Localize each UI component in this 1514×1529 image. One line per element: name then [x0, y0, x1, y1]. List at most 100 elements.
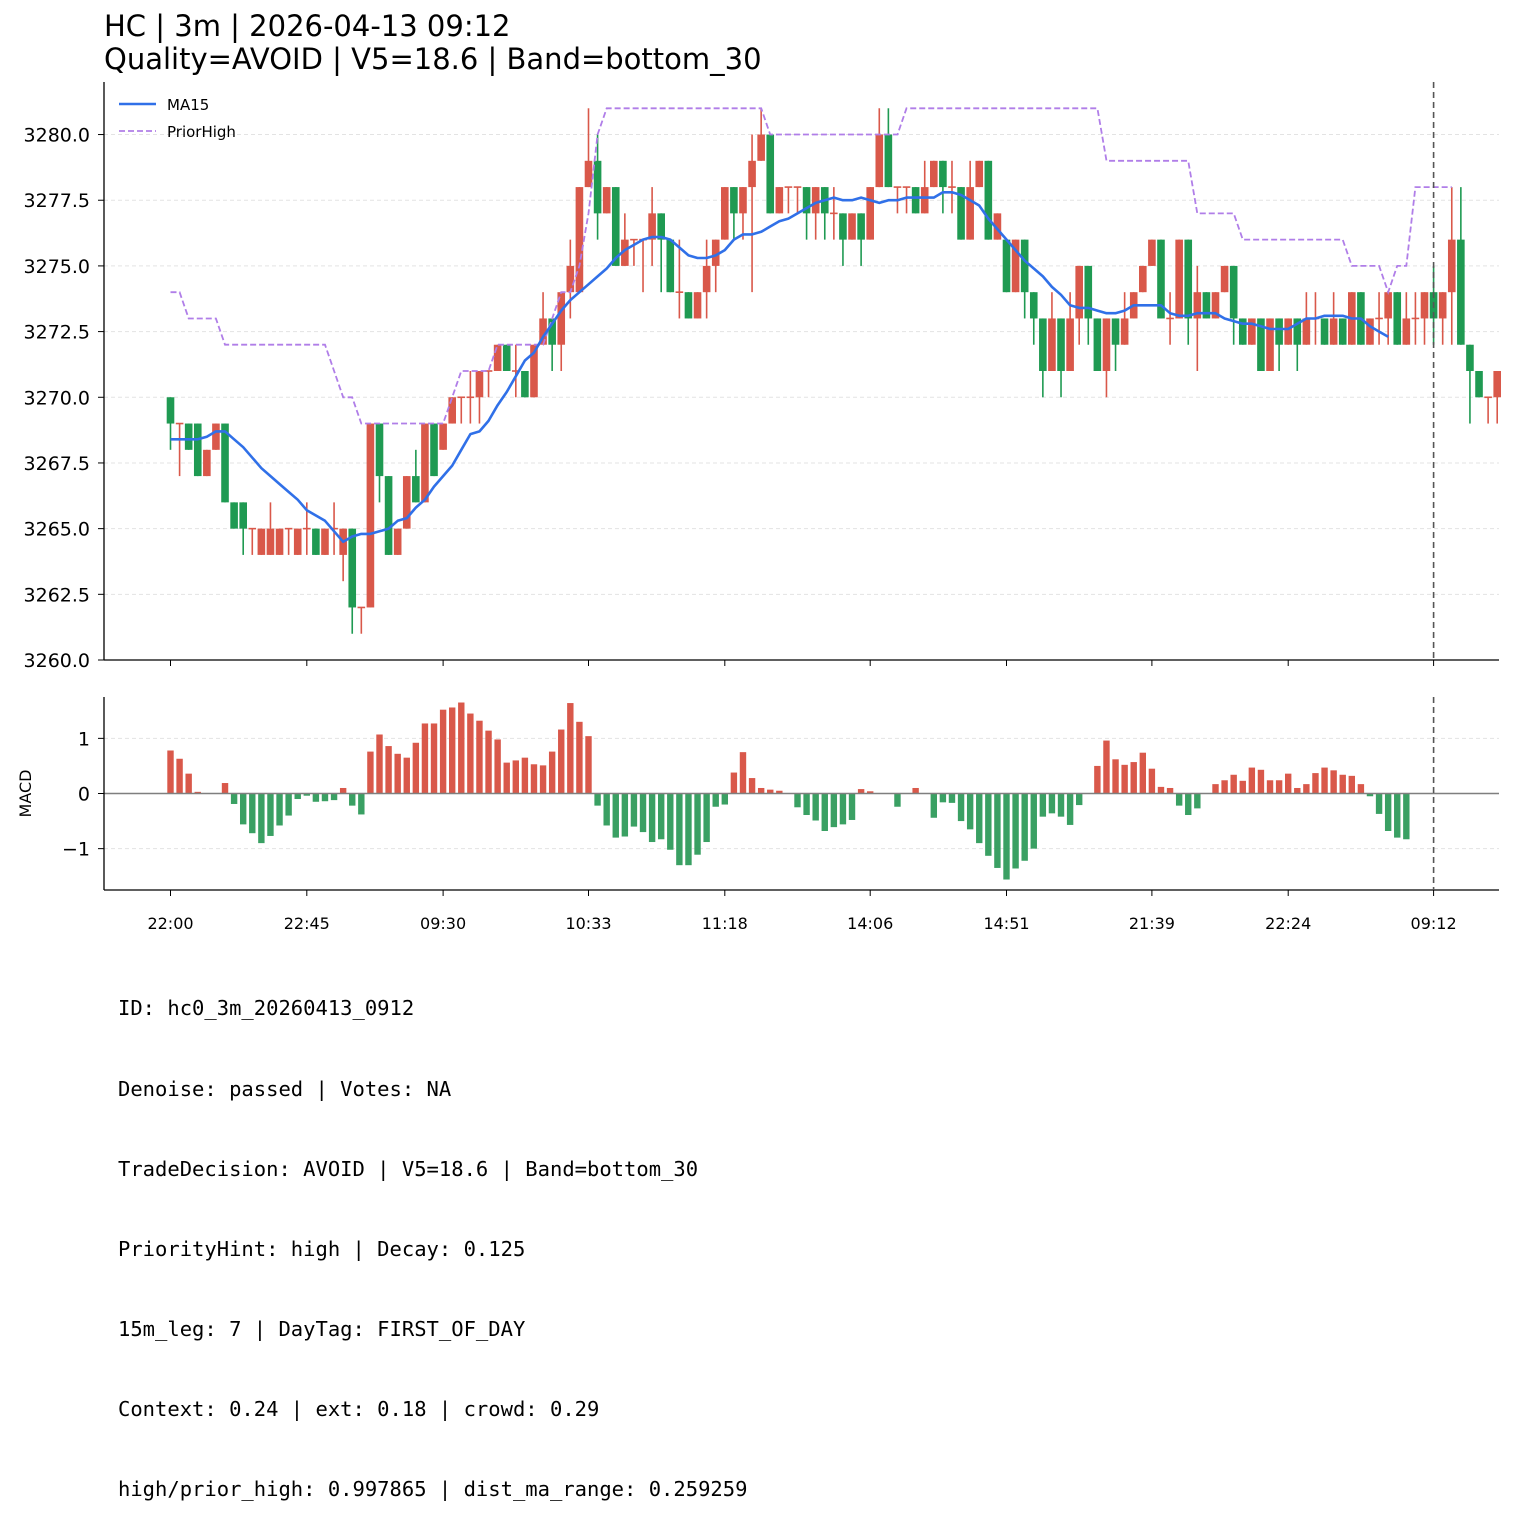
candle-body: [1048, 318, 1056, 371]
macd-bar: [712, 793, 719, 807]
candle-body: [166, 397, 175, 424]
candle-body: [1093, 318, 1102, 371]
macd-bar: [912, 787, 919, 794]
candle-body: [948, 186, 956, 188]
macd-bar: [685, 793, 692, 866]
macd-bar: [976, 793, 983, 844]
x-tick-label: 22:00: [147, 914, 193, 933]
candle-body: [1211, 292, 1220, 319]
macd-y-axis-label: MACD: [16, 770, 35, 818]
x-tick-label: 14:06: [847, 914, 893, 933]
candle-body: [1275, 318, 1283, 345]
macd-bar: [567, 703, 574, 794]
price-y-tick-label: 3262.5: [24, 584, 90, 606]
chart-title-line1: HC | 3m | 2026-04-13 09:12: [104, 9, 511, 43]
candle-body: [1148, 239, 1156, 266]
candle-body: [1447, 239, 1456, 293]
macd-bar: [1230, 774, 1237, 794]
candle-body: [984, 160, 993, 240]
macd-bar: [1248, 767, 1256, 794]
candle-body: [303, 527, 311, 530]
candle-body: [1002, 239, 1011, 293]
macd-bar: [1212, 784, 1219, 794]
candle-body: [330, 527, 338, 530]
candle-body: [630, 238, 638, 241]
macd-bar: [948, 793, 956, 803]
macd-bar: [694, 793, 701, 855]
candle-body: [657, 213, 665, 240]
macd-bar: [485, 730, 492, 794]
macd-bar: [1012, 793, 1019, 869]
candle-body: [1266, 318, 1274, 371]
macd-bar: [476, 720, 483, 794]
macd-bar: [1366, 793, 1374, 797]
candle-body: [1011, 239, 1020, 293]
candle-body: [312, 528, 320, 555]
macd-bar: [194, 791, 201, 794]
macd-bar: [330, 793, 338, 801]
candle-body: [939, 160, 947, 188]
candle-body: [757, 134, 765, 161]
candle-body: [402, 476, 411, 529]
macd-bar: [339, 787, 347, 794]
candle-body: [684, 292, 693, 319]
macd-bar: [794, 793, 801, 808]
macd-bar: [412, 742, 420, 794]
candle-body: [1338, 318, 1347, 345]
candle-body: [548, 318, 556, 345]
candle-body: [721, 187, 729, 240]
macd-bar: [512, 760, 520, 794]
macd-bar: [621, 793, 629, 837]
candle-body: [675, 291, 684, 293]
candle-body: [1029, 292, 1038, 319]
macd-bar: [358, 793, 365, 815]
macd-bar: [1330, 770, 1337, 794]
candle-body: [239, 502, 247, 529]
macd-y-tick-label: −1: [62, 839, 90, 861]
x-tick-label: 14:51: [983, 914, 1029, 933]
macd-bar: [1257, 769, 1265, 794]
candle-body: [902, 186, 911, 188]
macd-bar: [249, 793, 256, 834]
x-tick-label: 21:39: [1129, 914, 1175, 933]
macd-bar: [576, 721, 583, 794]
candle-body: [221, 423, 229, 503]
candle-body: [766, 134, 775, 214]
candle-body: [1248, 318, 1256, 345]
candle-body: [248, 527, 257, 530]
price-y-tick-label: 3270.0: [24, 387, 90, 409]
candle-body: [1284, 318, 1293, 345]
candle-body: [911, 187, 920, 214]
candle-body: [621, 239, 629, 266]
macd-bar: [1185, 793, 1192, 816]
candle-body: [539, 318, 547, 345]
candle-body: [266, 528, 275, 555]
macd-bar: [1021, 793, 1028, 861]
candle-body: [993, 213, 1002, 240]
x-tick-label: 11:18: [702, 914, 748, 933]
candle-body: [1466, 344, 1474, 371]
candle-body: [1039, 318, 1047, 371]
macd-bar: [812, 793, 819, 821]
macd-bar: [467, 713, 474, 794]
macd-bar: [1139, 752, 1147, 794]
info-line-leg: 15m_leg: 7 | DayTag: FIRST_OF_DAY: [118, 1316, 526, 1341]
candle-body: [384, 476, 393, 555]
candle-body: [1402, 318, 1411, 345]
macd-bar: [657, 793, 665, 840]
macd-bar: [349, 793, 356, 806]
macd-bar: [1148, 768, 1156, 794]
macd-bar: [494, 739, 501, 794]
macd-bar: [1275, 780, 1283, 794]
candle-body: [602, 187, 611, 214]
macd-bar: [630, 793, 638, 827]
candle-body: [748, 160, 756, 188]
info-line-id: ID: hc0_3m_20260413_0912: [118, 996, 415, 1021]
macd-bar: [439, 709, 447, 794]
macd-bar: [321, 793, 329, 802]
macd-bar: [739, 752, 747, 794]
candle-body: [366, 423, 375, 608]
macd-bar: [939, 793, 947, 803]
candle-body: [466, 396, 475, 399]
candle-body: [175, 422, 184, 425]
